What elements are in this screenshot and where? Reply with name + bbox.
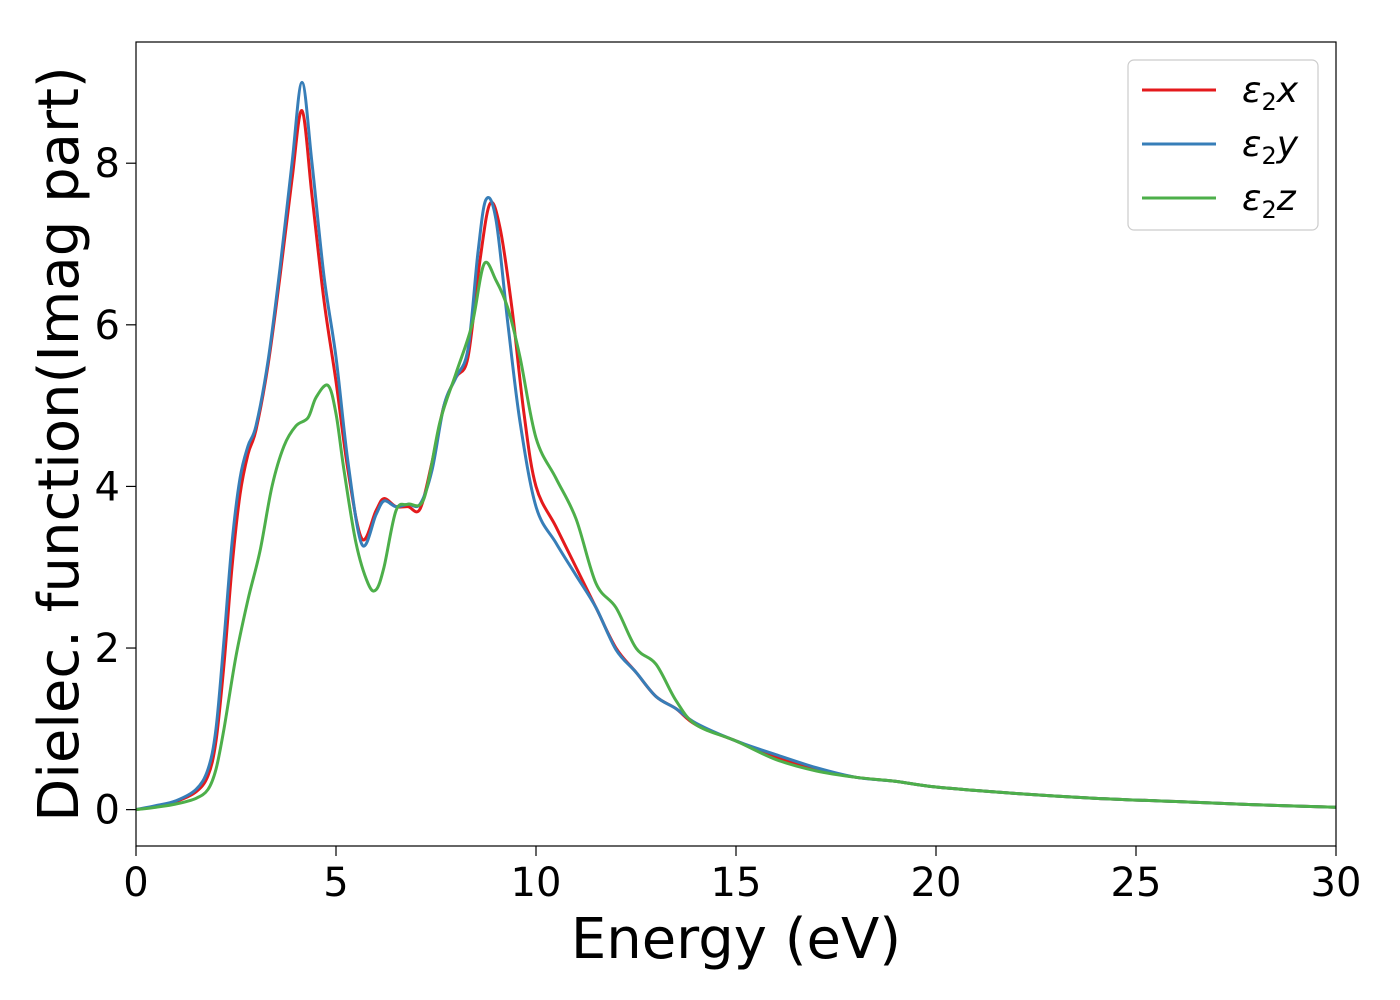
- y-tick-label: 0: [95, 788, 120, 834]
- legend-box: [1127, 59, 1319, 231]
- legend-label: ε2x: [1242, 70, 1299, 116]
- legend-item-z: ε2z: [1142, 178, 1297, 224]
- legend-item-x: ε2x: [1142, 70, 1299, 116]
- legend-label: ε2y: [1242, 124, 1299, 170]
- x-tick-label: 5: [323, 860, 348, 906]
- x-axis: 0 5 10 15 20 25 30: [123, 846, 1361, 906]
- y-tick-label: 4: [95, 464, 120, 510]
- x-tick-label: 10: [511, 860, 562, 906]
- legend-item-y: ε2y: [1142, 124, 1299, 170]
- x-tick-label: 30: [1311, 860, 1362, 906]
- series-layer: [136, 80, 1336, 812]
- series-line-z: [136, 260, 1336, 812]
- y-axis-label: Dielec. function(Imag part): [27, 66, 92, 822]
- x-tick-label: 25: [1111, 860, 1162, 906]
- x-tick-label: 15: [711, 860, 762, 906]
- legend-label: ε2z: [1242, 178, 1297, 224]
- y-axis: 0 2 4 6 8: [95, 141, 136, 834]
- y-tick-label: 2: [95, 626, 120, 672]
- x-tick-label: 0: [123, 860, 148, 906]
- x-axis-label: Energy (eV): [571, 907, 901, 972]
- y-tick-label: 6: [95, 303, 120, 349]
- legend: ε2x ε2y ε2z: [1127, 59, 1319, 231]
- x-tick-label: 20: [911, 860, 962, 906]
- y-tick-label: 8: [95, 141, 120, 187]
